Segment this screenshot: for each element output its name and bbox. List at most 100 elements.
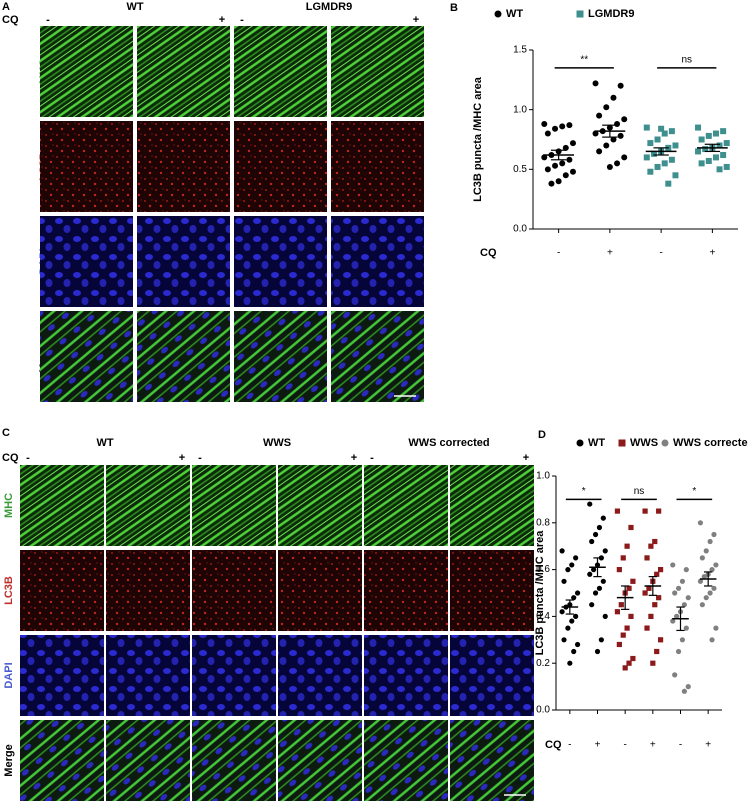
- data-point: [630, 578, 636, 584]
- data-point: [711, 585, 717, 591]
- micrograph: [364, 720, 448, 801]
- data-point: [648, 613, 654, 619]
- data-point: [594, 648, 601, 655]
- data-point: [587, 571, 593, 577]
- group-label: LGMDR9: [306, 1, 352, 13]
- x-tick-label: +: [650, 740, 656, 751]
- significance-label: *: [692, 486, 696, 497]
- data-point: [587, 501, 593, 507]
- legend-marker: [618, 439, 626, 447]
- data-point: [596, 524, 603, 531]
- micrograph: [20, 550, 104, 631]
- panel-letter: B: [450, 2, 458, 14]
- data-point: [648, 543, 654, 549]
- data-point: [713, 562, 719, 568]
- legend-label: WWS: [630, 437, 658, 449]
- significance-label: ns: [634, 486, 645, 497]
- data-point: [670, 618, 676, 624]
- cq-sign: -: [26, 452, 30, 464]
- data-point: [606, 163, 613, 170]
- legend-marker: [661, 439, 669, 447]
- y-tick-label: 0.6: [536, 564, 550, 575]
- data-point: [569, 140, 576, 147]
- data-point: [548, 180, 555, 187]
- micrograph: [20, 465, 104, 546]
- x-tick-label: +: [607, 248, 613, 259]
- data-point: [602, 613, 608, 620]
- row-label: DAPI: [3, 662, 15, 688]
- legend-label: WWS corrected: [673, 437, 748, 449]
- y-tick-label: 0.0: [536, 705, 550, 716]
- data-point: [600, 515, 606, 521]
- data-point: [592, 531, 599, 538]
- micrograph: [234, 26, 327, 117]
- data-point: [589, 538, 595, 545]
- micrograph: [137, 216, 230, 307]
- data-point: [699, 555, 705, 561]
- significance-label: ns: [681, 55, 692, 66]
- data-point: [723, 140, 730, 147]
- x-tick-label: +: [705, 740, 711, 751]
- data-point: [711, 531, 717, 538]
- data-point: [559, 609, 565, 615]
- data-point: [695, 148, 702, 155]
- data-point: [603, 142, 610, 149]
- data-point: [598, 637, 604, 643]
- micrograph: [331, 121, 424, 212]
- data-point: [552, 162, 559, 169]
- micrograph: [106, 550, 190, 631]
- data-point: [713, 625, 719, 631]
- micrograph: [137, 121, 230, 212]
- cq-sign: -: [370, 452, 374, 464]
- data-point: [698, 136, 705, 143]
- data-point: [596, 148, 603, 155]
- data-point: [643, 124, 650, 131]
- data-point: [618, 602, 624, 608]
- data-point: [567, 660, 573, 666]
- data-point: [697, 578, 704, 584]
- data-point: [573, 613, 579, 620]
- data-point: [658, 125, 665, 132]
- micrograph: [364, 635, 448, 716]
- micrograph: [40, 121, 133, 212]
- data-point: [544, 166, 551, 173]
- data-point: [723, 163, 730, 170]
- data-point: [614, 609, 621, 615]
- micrograph: [234, 216, 327, 307]
- y-tick-label: 0.2: [536, 658, 550, 669]
- data-point: [668, 156, 675, 163]
- micrograph: [106, 635, 190, 716]
- data-point: [695, 124, 702, 131]
- data-point: [596, 112, 603, 119]
- micrograph: [331, 216, 424, 307]
- data-point: [672, 590, 678, 596]
- data-point: [652, 602, 658, 608]
- x-axis-label: CQ: [480, 247, 497, 259]
- data-point: [681, 602, 687, 608]
- micrograph: [40, 26, 133, 117]
- micrograph: [278, 720, 362, 801]
- data-point: [647, 168, 654, 175]
- data-point: [679, 637, 686, 643]
- data-point: [702, 146, 709, 153]
- y-tick-label: 1.0: [536, 471, 550, 482]
- data-point: [628, 613, 634, 619]
- data-point: [565, 567, 571, 573]
- data-point: [716, 166, 723, 173]
- data-point: [670, 562, 676, 568]
- data-point: [681, 688, 687, 694]
- micrograph: [20, 635, 104, 716]
- data-point: [591, 567, 597, 573]
- data-point: [541, 120, 548, 127]
- data-point: [650, 660, 656, 666]
- micrograph: [40, 311, 133, 402]
- data-point: [630, 655, 636, 662]
- x-tick-label: +: [595, 740, 601, 751]
- micrograph: [20, 720, 104, 801]
- data-point: [565, 625, 571, 631]
- group-label: WT: [126, 1, 143, 13]
- legend-label: LGMDR9: [588, 8, 634, 20]
- data-point: [705, 132, 712, 139]
- data-point: [566, 122, 573, 129]
